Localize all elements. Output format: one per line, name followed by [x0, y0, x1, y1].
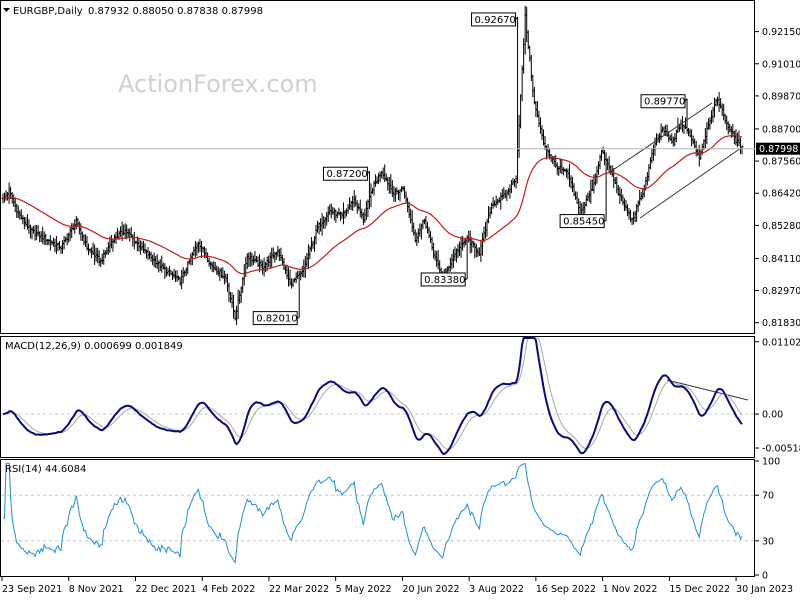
price-tick-label: 0.87560	[762, 157, 800, 168]
macd-line	[2, 337, 743, 456]
date-tick-label: 22 Mar 2022	[269, 584, 329, 595]
rsi-line	[3, 462, 743, 564]
price-tick-label: 0.88700	[762, 124, 800, 135]
date-tick-label: 5 May 2022	[336, 584, 392, 595]
triangle-down-icon[interactable]	[3, 8, 10, 12]
annotation-label: 0.92670	[475, 15, 516, 26]
annotation-label: 0.89770	[644, 97, 685, 108]
moving-average-line	[2, 134, 743, 275]
macd-tick-label: 0.011023	[762, 337, 800, 348]
ohlc-bars	[1, 5, 744, 326]
watermark: ActionForex.com	[118, 70, 318, 98]
macd-divergence-line	[666, 379, 749, 401]
price-tick-label: 0.81830	[762, 318, 800, 329]
price-tick-label: 0.82970	[762, 286, 800, 297]
date-tick-label: 30 Jan 2023	[736, 584, 793, 595]
price-annotations: 0.82010 0.87200 0.83380 0.92670 0.85450 0.897…	[252, 12, 688, 326]
current-price-tag	[756, 142, 800, 155]
rsi-tick-label: 0	[762, 571, 768, 582]
date-tick-label: 20 Jun 2022	[402, 584, 459, 595]
rsi-label: RSI(14) 44.6084	[5, 464, 86, 475]
price-annotation: 0.82010	[252, 311, 300, 326]
macd-signal-line	[3, 337, 743, 450]
rsi-axis: 100 70 30 0	[1, 457, 780, 582]
price-tick-label: 0.91010	[762, 59, 800, 70]
price-annotation: 0.83380	[420, 272, 468, 287]
rsi-tick-label: 70	[762, 491, 774, 502]
date-tick-label: 15 Dec 2022	[669, 584, 730, 595]
annotation-label: 0.83380	[424, 275, 465, 286]
current-price-value: 0.87998	[759, 144, 798, 155]
macd-tick-label: 0.00	[762, 410, 783, 421]
date-tick-label: 23 Sep 2021	[2, 584, 62, 595]
rsi-panel	[0, 459, 755, 577]
date-tick-label: 4 Feb 2022	[202, 584, 255, 595]
price-tick-label: 0.86420	[762, 189, 800, 200]
date-tick-label: 16 Sep 2022	[536, 584, 596, 595]
date-axis: 23 Sep 2021 8 Nov 2021 22 Dec 2021 4 Feb 20…	[1, 577, 793, 595]
price-tick-label: 0.84110	[762, 254, 800, 265]
symbol-label: EURGBP,Daily	[13, 6, 83, 17]
price-annotation: 0.87200	[322, 166, 370, 181]
price-annotation: 0.85450	[559, 214, 607, 229]
date-tick-label: 22 Dec 2021	[135, 584, 196, 595]
annotation-label: 0.85450	[563, 217, 604, 228]
channel-upper-line	[612, 102, 713, 171]
macd-tick-label: -0.005182	[762, 444, 800, 455]
price-annotation: 0.92670	[471, 12, 518, 27]
macd-axis: 0.011023 0.00 -0.005182	[755, 337, 800, 455]
annotation-label: 0.82010	[256, 314, 297, 325]
ohlc-values: 0.87932 0.88050 0.87838 0.87998	[88, 6, 263, 17]
price-axis: 0.92150 0.91010 0.89870 0.88700 0.87560 0.864…	[755, 27, 800, 329]
annotation-label: 0.87200	[326, 169, 367, 180]
price-tick-label: 0.85280	[762, 221, 800, 232]
price-tick-label: 0.89870	[762, 91, 800, 102]
date-tick-label: 1 Nov 2022	[603, 584, 658, 595]
macd-label: MACD(12,26,9) 0.000699 0.001849	[5, 341, 183, 352]
price-annotation: 0.89770	[640, 94, 688, 109]
rsi-tick-label: 100	[762, 457, 780, 468]
price-tick-label: 0.92150	[762, 27, 800, 38]
channel-lower-line	[639, 147, 742, 219]
date-tick-label: 3 Aug 2022	[469, 584, 524, 595]
date-tick-label: 8 Nov 2021	[69, 584, 124, 595]
rsi-tick-label: 30	[762, 536, 774, 547]
price-panel	[0, 0, 755, 334]
